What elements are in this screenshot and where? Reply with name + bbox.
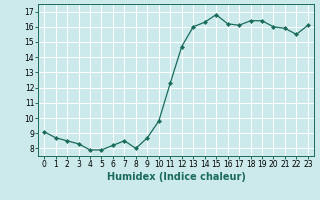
X-axis label: Humidex (Indice chaleur): Humidex (Indice chaleur)	[107, 172, 245, 182]
